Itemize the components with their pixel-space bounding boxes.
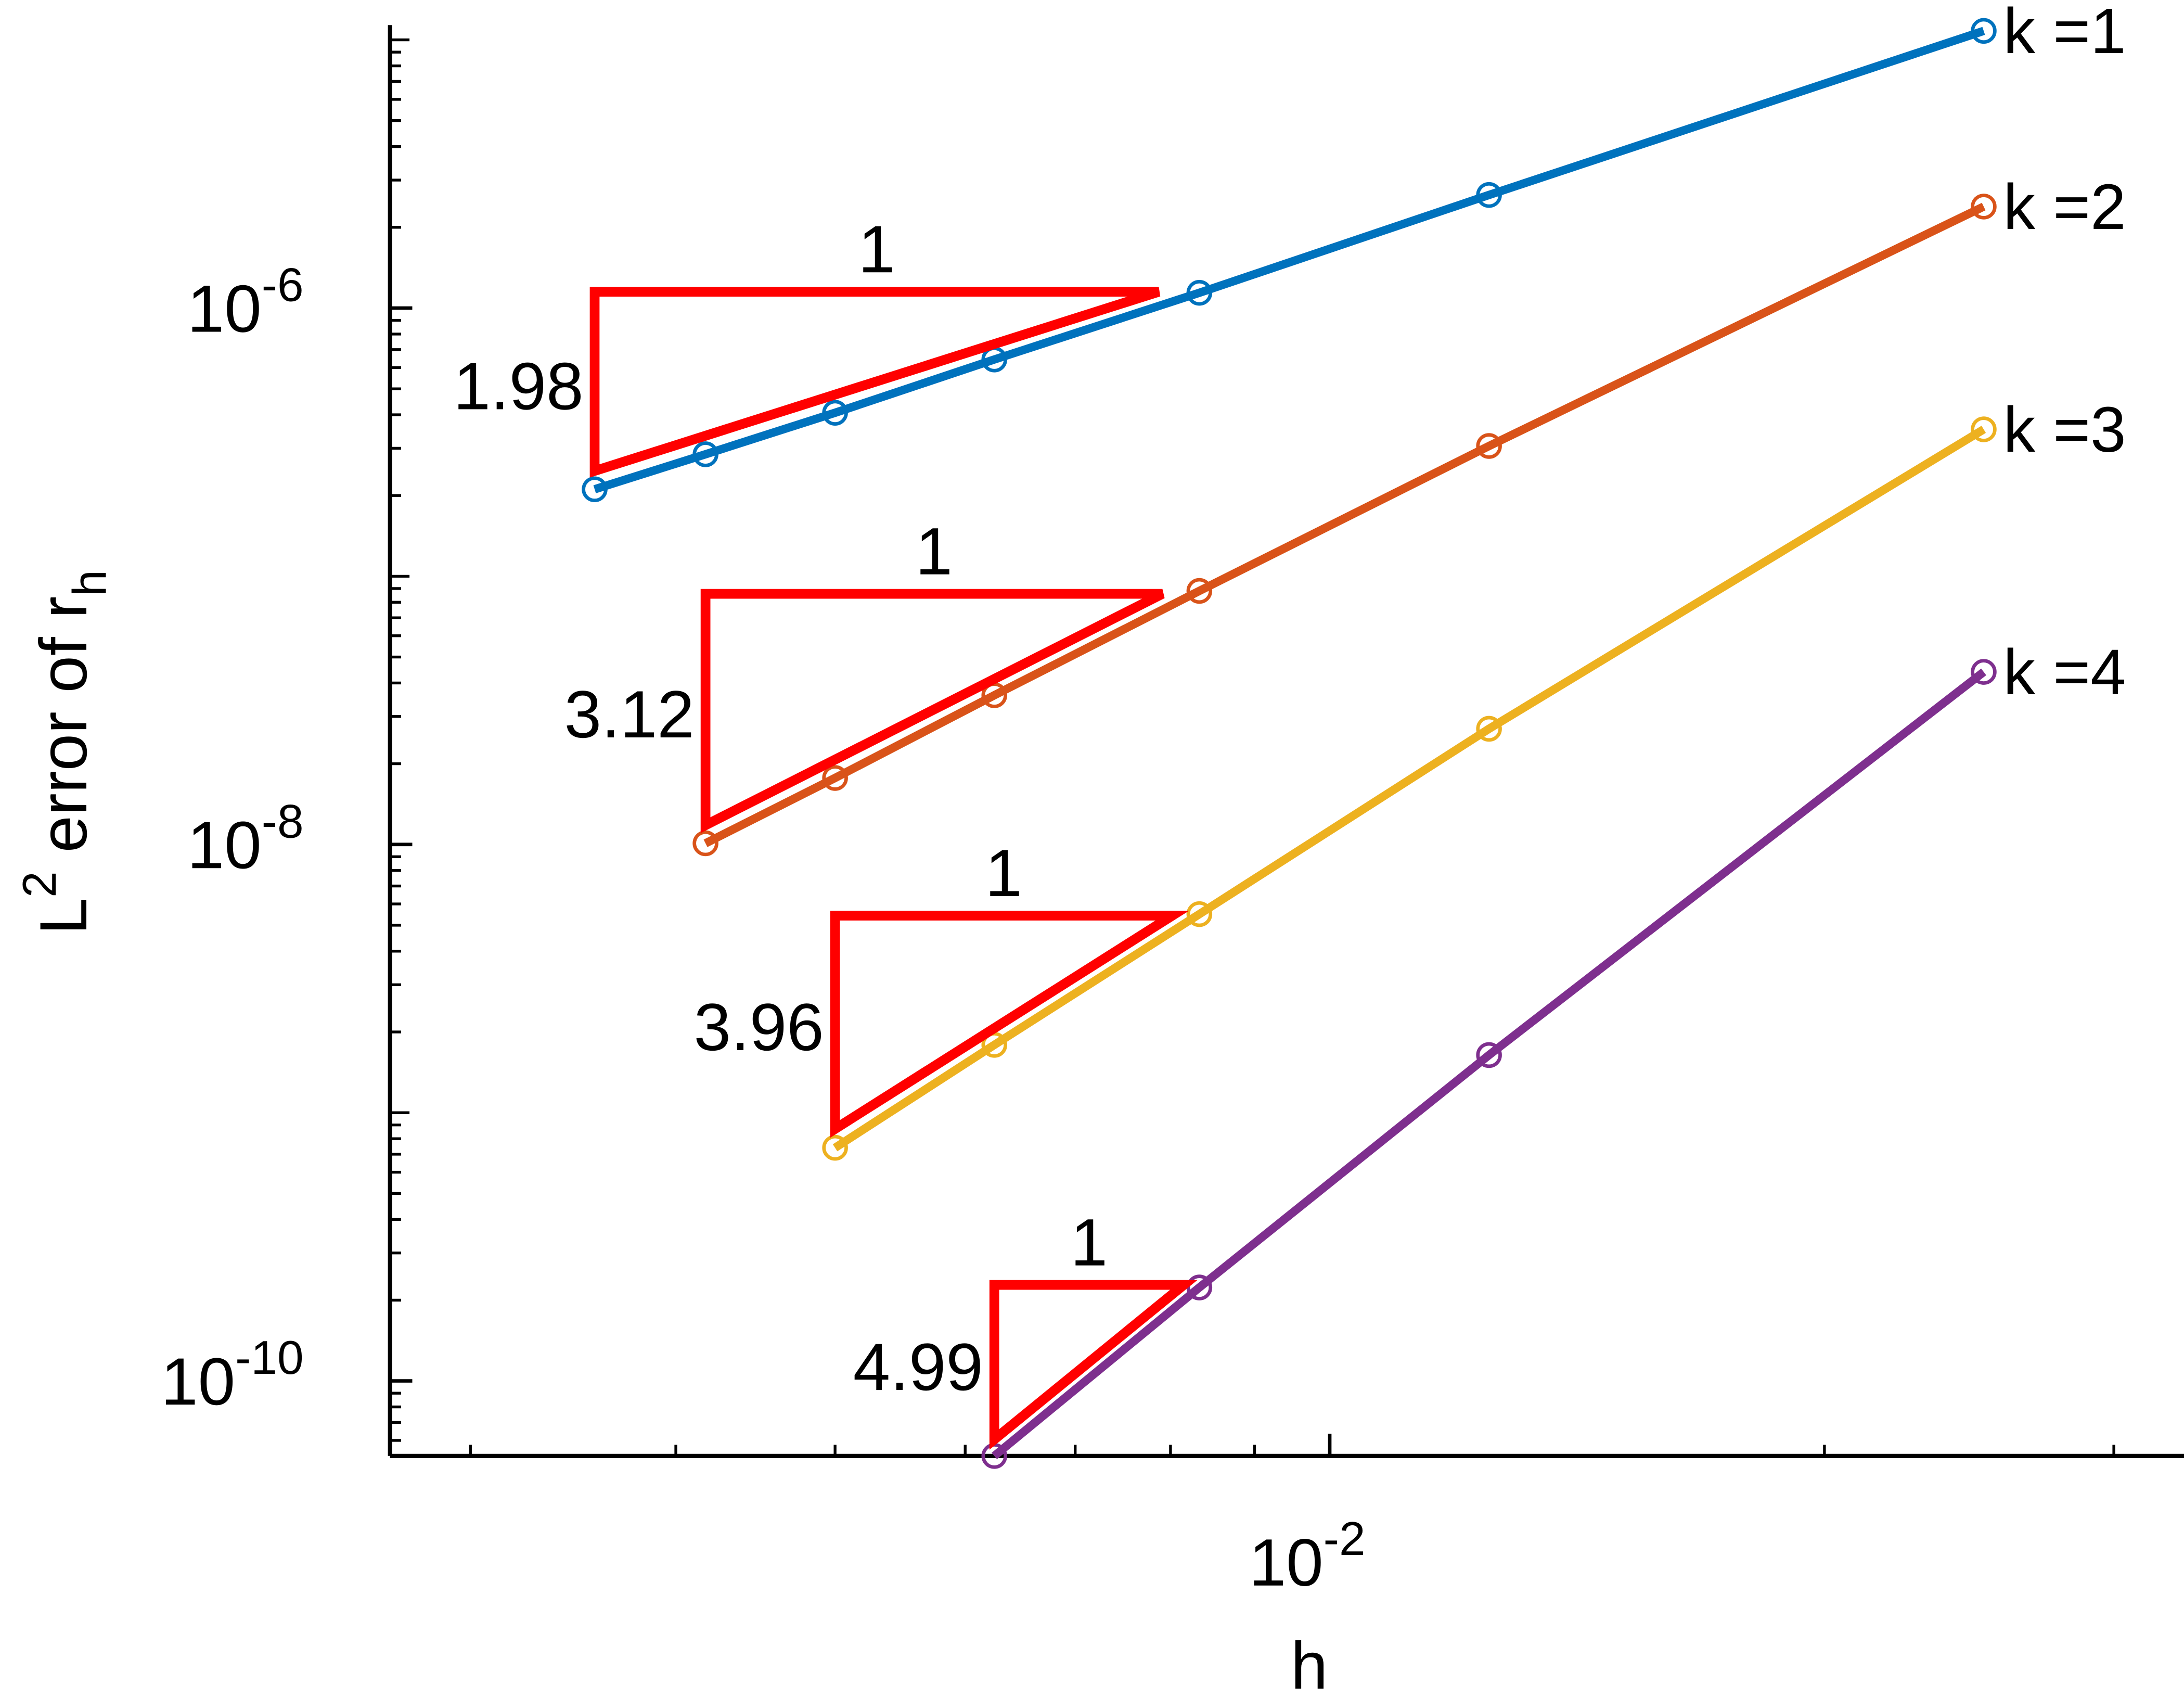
series-label: k =2 (2003, 172, 2126, 243)
y-label-sub: h (63, 570, 116, 596)
slope-label: 3.96 (694, 990, 824, 1065)
x-tick-base: 10 (1249, 1526, 1324, 1600)
series-line (703, 202, 1986, 847)
y-tick-exponent: -10 (235, 1332, 304, 1384)
y-tick-exponent: -8 (262, 795, 304, 848)
slope-label: 1.98 (453, 349, 583, 424)
y-label-mid: error of r (27, 596, 101, 871)
y-label-main: L (27, 898, 101, 935)
series-label: k =3 (2003, 394, 2126, 466)
y-tick-base: 10 (187, 272, 262, 346)
data-point (692, 441, 718, 467)
y-tick-exponent: -6 (262, 259, 304, 312)
data-point (1186, 279, 1213, 306)
data-point (1971, 18, 1997, 44)
series-line (992, 668, 1986, 1460)
slope-triangle (589, 287, 1161, 478)
data-point (1476, 716, 1502, 742)
y-tick-label: 10-6 (187, 259, 304, 347)
data-point (1971, 194, 1997, 220)
data-point (822, 1134, 848, 1161)
y-tick-label: 10-8 (187, 795, 304, 883)
data-point (1476, 1042, 1502, 1068)
y-axis-label: L2 error of rh (14, 570, 116, 935)
y-tick-base: 10 (161, 1345, 235, 1419)
y-tick-base: 10 (187, 808, 262, 883)
run-label: 1 (1071, 1206, 1108, 1280)
data-point (1186, 578, 1213, 604)
series-label: k =4 (2003, 637, 2126, 708)
data-point (1476, 182, 1502, 208)
data-point (692, 830, 718, 857)
data-point (1476, 433, 1502, 459)
slope-label: 3.12 (564, 678, 695, 752)
slope-triangle (700, 589, 1165, 833)
run-label: 1 (858, 212, 895, 287)
data-point (1971, 659, 1997, 685)
run-label: 1 (916, 515, 953, 589)
slope-triangle (830, 911, 1189, 1138)
x-axis-label: h (1291, 1629, 1328, 1697)
series-label: k =1 (2003, 0, 2126, 67)
y-label-sup: 2 (14, 871, 66, 898)
y-tick-label: 10-10 (161, 1332, 303, 1419)
data-point (582, 476, 608, 502)
series-line (832, 426, 1986, 1152)
data-point (1971, 416, 1997, 442)
run-label: 1 (985, 836, 1022, 911)
data-point (1186, 901, 1213, 927)
x-tick-label: 10-2 (1249, 1513, 1366, 1600)
series-line (593, 27, 1985, 493)
data-point (822, 765, 848, 791)
x-tick-exponent: -2 (1324, 1513, 1366, 1565)
data-point (822, 400, 848, 426)
slope-label: 4.99 (853, 1330, 983, 1405)
slope-triangle (989, 1280, 1198, 1450)
